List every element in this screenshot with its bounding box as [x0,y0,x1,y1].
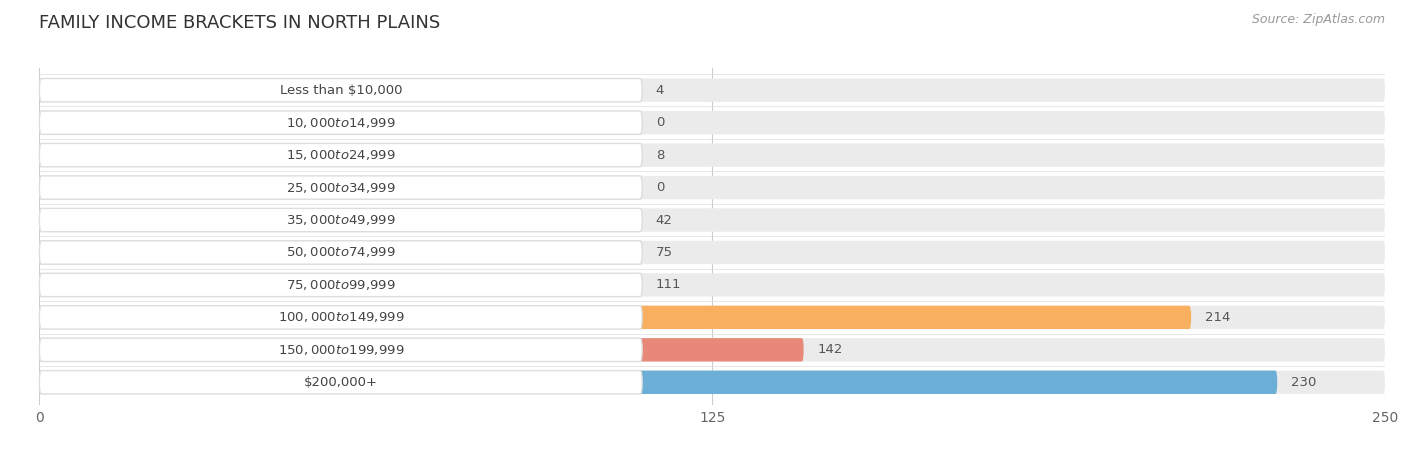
FancyBboxPatch shape [39,144,1385,167]
FancyBboxPatch shape [39,111,643,135]
FancyBboxPatch shape [39,176,1385,199]
Text: 230: 230 [1291,376,1316,389]
Text: $150,000 to $199,999: $150,000 to $199,999 [277,343,404,357]
Text: Less than $10,000: Less than $10,000 [280,84,402,97]
FancyBboxPatch shape [39,208,643,232]
FancyBboxPatch shape [39,306,1385,329]
FancyBboxPatch shape [39,144,643,167]
FancyBboxPatch shape [39,208,266,232]
Text: $100,000 to $149,999: $100,000 to $149,999 [277,310,404,324]
FancyBboxPatch shape [39,241,1385,264]
FancyBboxPatch shape [39,338,1385,361]
FancyBboxPatch shape [39,338,643,361]
FancyBboxPatch shape [39,273,1385,297]
FancyBboxPatch shape [39,338,804,361]
Text: $25,000 to $34,999: $25,000 to $34,999 [285,180,395,194]
Text: 0: 0 [655,116,664,129]
Text: FAMILY INCOME BRACKETS IN NORTH PLAINS: FAMILY INCOME BRACKETS IN NORTH PLAINS [39,14,440,32]
FancyBboxPatch shape [39,273,643,297]
Text: $35,000 to $49,999: $35,000 to $49,999 [285,213,395,227]
FancyBboxPatch shape [39,111,1385,135]
Text: 111: 111 [655,279,681,292]
FancyBboxPatch shape [39,371,643,394]
FancyBboxPatch shape [39,176,643,199]
FancyBboxPatch shape [39,371,1385,394]
Text: $15,000 to $24,999: $15,000 to $24,999 [285,148,395,162]
Text: 42: 42 [655,213,672,226]
FancyBboxPatch shape [39,79,1385,102]
Text: 75: 75 [655,246,672,259]
Text: $200,000+: $200,000+ [304,376,378,389]
Text: Source: ZipAtlas.com: Source: ZipAtlas.com [1251,14,1385,27]
FancyBboxPatch shape [39,79,60,102]
Text: 214: 214 [1205,311,1230,324]
Text: 4: 4 [655,84,664,97]
FancyBboxPatch shape [39,371,1277,394]
FancyBboxPatch shape [39,144,83,167]
FancyBboxPatch shape [39,306,643,329]
Text: $10,000 to $14,999: $10,000 to $14,999 [285,116,395,130]
Text: 0: 0 [655,181,664,194]
Text: $75,000 to $99,999: $75,000 to $99,999 [285,278,395,292]
FancyBboxPatch shape [39,208,1385,232]
FancyBboxPatch shape [39,273,637,297]
Text: 142: 142 [817,343,842,356]
FancyBboxPatch shape [39,306,1191,329]
FancyBboxPatch shape [39,241,443,264]
FancyBboxPatch shape [39,241,643,264]
Text: 8: 8 [655,148,664,162]
FancyBboxPatch shape [39,79,643,102]
Text: $50,000 to $74,999: $50,000 to $74,999 [285,246,395,260]
